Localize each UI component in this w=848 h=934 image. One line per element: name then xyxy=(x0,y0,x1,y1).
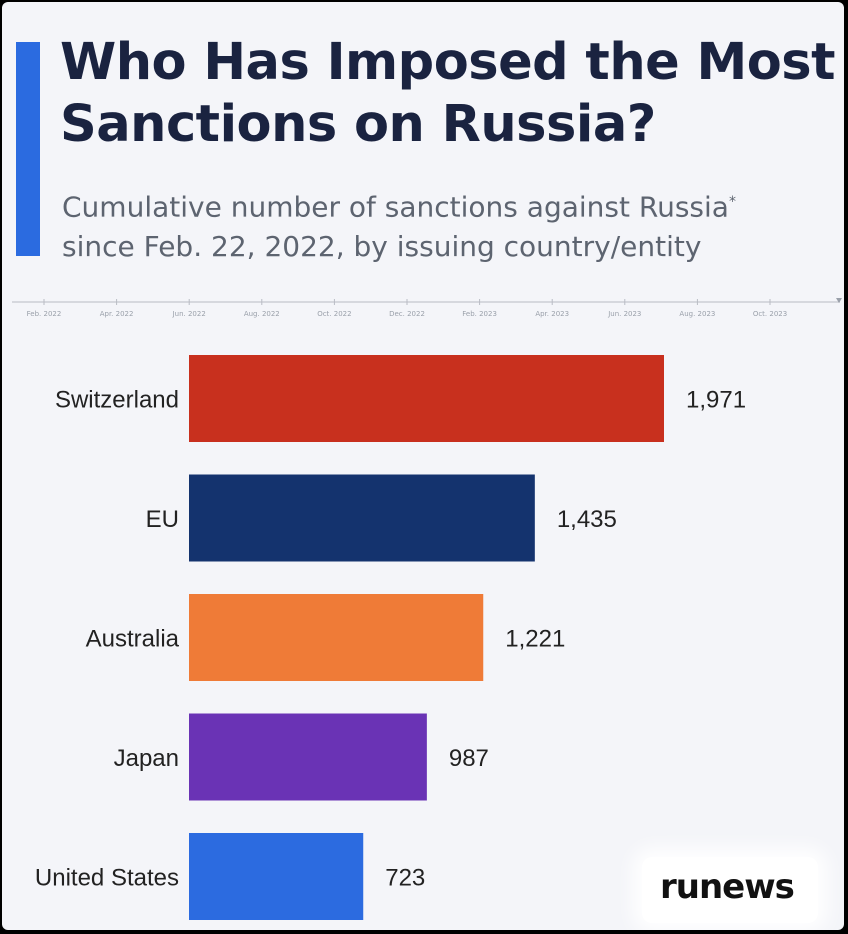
timeline-tick-label: Aug. 2023 xyxy=(679,310,715,318)
category-label: United States xyxy=(35,865,179,892)
bar xyxy=(189,355,664,442)
watermark-text: runews xyxy=(660,867,795,907)
subtitle-line-1: Cumulative number of sanctions against R… xyxy=(62,190,729,224)
watermark-logo: runews xyxy=(642,857,818,923)
timeline-end-marker xyxy=(836,298,842,303)
value-label: 723 xyxy=(385,865,425,892)
timeline-tick-label: Apr. 2022 xyxy=(100,310,134,318)
category-label: Switzerland xyxy=(55,387,179,414)
bar xyxy=(189,594,484,681)
value-label: 1,221 xyxy=(505,626,565,653)
category-label: Australia xyxy=(86,626,180,653)
timeline-tick-label: Jun. 2022 xyxy=(172,310,206,318)
timeline-tick-label: Feb. 2022 xyxy=(27,310,62,318)
timeline-tick-label: Dec. 2022 xyxy=(389,310,425,318)
timeline-tick-label: Oct. 2023 xyxy=(753,310,787,318)
bar xyxy=(189,474,535,562)
category-label: Japan xyxy=(114,745,179,772)
chart-title: Who Has Imposed the Most Sanctions on Ru… xyxy=(60,33,836,154)
title-accent-bar xyxy=(16,42,40,256)
bar xyxy=(189,833,364,920)
timeline-scrubber[interactable]: Feb. 2022 Apr. 2022 Jun. 2022 Aug. 2022 Oct.… xyxy=(2,292,844,322)
timeline-tick-label: Jun. 2023 xyxy=(607,310,641,318)
timeline-tick-label: Oct. 2022 xyxy=(317,310,351,318)
value-label: 1,435 xyxy=(557,506,617,533)
value-label: 1,971 xyxy=(686,387,746,414)
subtitle-line-2: since Feb. 22, 2022, by issuing country/… xyxy=(62,230,702,264)
bar xyxy=(189,713,427,801)
subtitle-footnote-marker: * xyxy=(728,194,736,210)
chart-subtitle: Cumulative number of sanctions against R… xyxy=(62,182,832,267)
timeline-tick-label: Apr. 2023 xyxy=(535,310,569,318)
value-label: 987 xyxy=(449,745,489,772)
category-label: EU xyxy=(146,506,179,533)
timeline-tick-label: Feb. 2023 xyxy=(462,310,497,318)
timeline-tick-label: Aug. 2022 xyxy=(244,310,280,318)
